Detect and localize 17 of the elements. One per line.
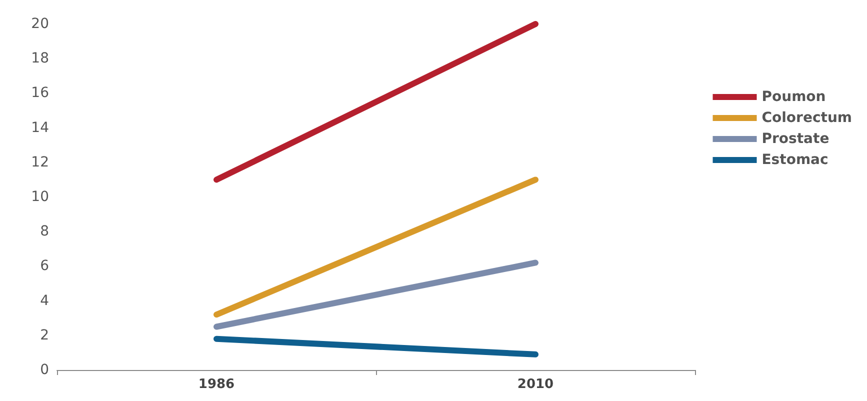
y-tick-label: 6 — [40, 258, 50, 274]
y-tick-label: 0 — [40, 362, 49, 378]
y-tick-label: 14 — [31, 120, 50, 136]
y-tick-label: 20 — [31, 16, 49, 32]
x-tick-label: 2010 — [517, 377, 554, 392]
legend-label: Poumon — [762, 89, 826, 105]
legend-label: Estomac — [762, 152, 828, 168]
legend-label: Colorectum — [762, 110, 852, 126]
x-tick-label: 1986 — [198, 377, 235, 392]
y-tick-label: 8 — [40, 224, 49, 240]
y-tick-label: 18 — [31, 50, 49, 67]
y-tick-label: 12 — [31, 154, 49, 170]
y-tick-label: 16 — [31, 85, 50, 102]
y-tick-label: 4 — [40, 292, 50, 309]
legend-label: Prostate — [762, 131, 830, 147]
y-tick-label: 10 — [31, 189, 49, 205]
y-tick-label: 2 — [40, 327, 49, 344]
